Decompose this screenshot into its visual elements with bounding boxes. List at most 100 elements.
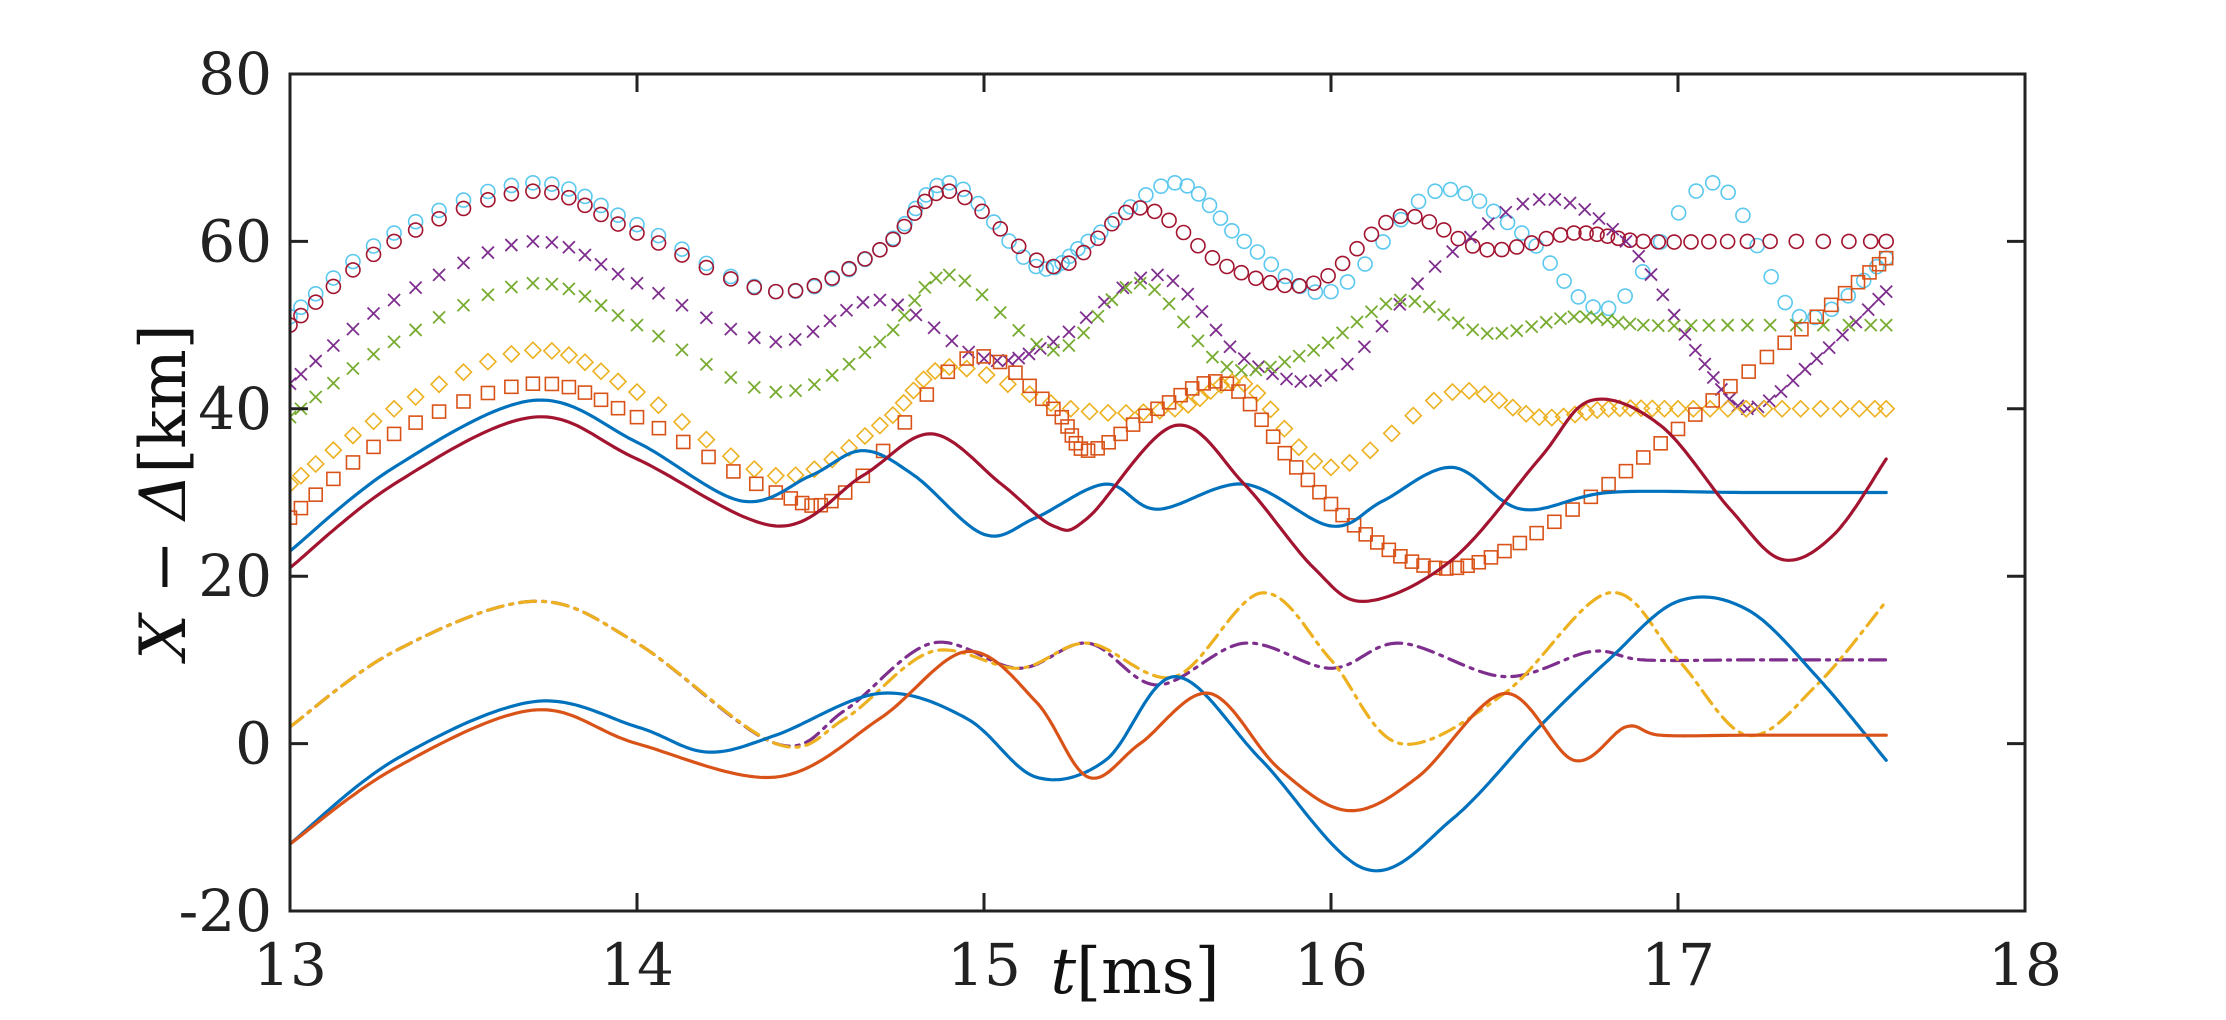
marker-green-crosses <box>1579 310 1593 324</box>
marker-orange-squares <box>748 476 764 492</box>
marker-light-blue-circles <box>544 176 560 192</box>
marker-orange-squares <box>544 376 560 392</box>
marker-yellow-diamonds <box>1150 401 1169 420</box>
marker-light-blue-circles <box>577 188 593 205</box>
marker-orange-squares <box>976 349 992 364</box>
y-tick-label: 20 <box>198 542 272 610</box>
marker-orange-squares <box>504 379 519 395</box>
marker-dark-red-circles <box>1599 228 1616 244</box>
marker-dark-red-circles <box>872 241 888 258</box>
marker-light-blue-circles <box>1339 274 1356 290</box>
plot-frame <box>288 72 2027 913</box>
x-tick-label: 18 <box>1988 931 2062 999</box>
marker-green-crosses <box>958 274 972 288</box>
marker-green-crosses <box>408 323 423 337</box>
marker-yellow-diamonds <box>1443 382 1462 402</box>
marker-light-blue-circles <box>698 255 715 272</box>
marker-dark-red-circles <box>1219 258 1235 275</box>
marker-light-blue-circles <box>1201 197 1218 214</box>
marker-yellow-diamonds <box>1811 399 1830 418</box>
marker-purple-crosses <box>856 295 870 309</box>
marker-green-crosses <box>526 276 540 290</box>
marker-light-blue-circles <box>941 175 958 191</box>
marker-light-blue-circles <box>290 308 298 325</box>
marker-green-crosses <box>1702 318 1716 333</box>
marker-orange-squares <box>1335 507 1350 523</box>
marker-dark-red-circles <box>544 184 560 201</box>
marker-yellow-diamonds <box>1289 438 1309 457</box>
marker-purple-crosses <box>346 322 360 336</box>
marker-green-crosses <box>1740 318 1755 332</box>
marker-purple-crosses <box>387 293 401 307</box>
marker-purple-crosses <box>545 235 559 250</box>
marker-light-blue-circles <box>1080 233 1096 250</box>
marker-yellow-diamonds <box>1041 393 1061 413</box>
marker-orange-squares <box>1404 554 1420 569</box>
marker-purple-crosses <box>1237 351 1251 366</box>
marker-orange-squares <box>293 500 309 516</box>
marker-orange-squares <box>855 468 871 484</box>
marker-yellow-diamonds <box>1361 441 1380 460</box>
marker-orange-squares <box>1184 381 1200 396</box>
marker-purple-crosses <box>945 334 959 348</box>
marker-purple-crosses <box>909 308 923 322</box>
marker-green-crosses <box>1524 320 1539 334</box>
marker-purple-crosses <box>1606 222 1620 236</box>
marker-light-blue-circles <box>1688 183 1704 199</box>
marker-purple-crosses <box>1678 327 1692 341</box>
marker-orange-squares <box>1878 250 1894 266</box>
marker-green-crosses <box>699 357 714 371</box>
marker-purple-crosses <box>873 293 887 307</box>
x-tick-label: 15 <box>947 931 1021 999</box>
marker-purple-crosses <box>891 298 905 312</box>
marker-light-blue-circles <box>970 195 987 212</box>
marker-light-blue-circles <box>1471 193 1488 209</box>
marker-orange-squares <box>1497 543 1512 559</box>
marker-green-crosses <box>918 280 932 294</box>
marker-dark-red-circles <box>1578 225 1594 241</box>
series-orange-solid-lower <box>290 649 1888 846</box>
marker-purple-crosses <box>1592 211 1606 226</box>
marker-light-blue-circles <box>1720 184 1736 201</box>
marker-light-blue-circles <box>1307 284 1324 300</box>
marker-light-blue-circles <box>1763 268 1779 285</box>
x-axis-label: t[ms] <box>1050 935 1219 1009</box>
marker-purple-crosses <box>1393 297 1407 311</box>
series-dark-red-solid-upper <box>290 397 1888 603</box>
marker-purple-crosses <box>456 256 471 270</box>
marker-purple-crosses <box>1357 340 1372 354</box>
marker-purple-crosses <box>769 335 783 349</box>
marker-orange-squares <box>940 364 956 380</box>
marker-orange-squares <box>804 498 819 513</box>
marker-orange-squares <box>1231 384 1246 399</box>
y-tick-label: 60 <box>198 207 272 275</box>
marker-purple-crosses <box>1861 302 1875 317</box>
marker-light-blue-circles <box>629 216 645 233</box>
marker-orange-squares <box>1794 321 1809 337</box>
marker-yellow-diamonds <box>1655 399 1674 418</box>
marker-green-crosses <box>456 298 471 312</box>
marker-light-blue-circles <box>386 225 402 241</box>
marker-dark-red-circles <box>1132 200 1148 216</box>
marker-orange-squares <box>1809 309 1825 325</box>
marker-dark-red-circles <box>577 197 593 214</box>
marker-purple-crosses <box>1656 288 1670 302</box>
marker-purple-crosses <box>1619 234 1633 249</box>
marker-orange-squares <box>1101 434 1116 450</box>
marker-purple-crosses <box>1810 351 1824 366</box>
marker-orange-squares <box>366 439 381 455</box>
marker-dark-red-circles <box>787 282 804 299</box>
marker-purple-crosses <box>1446 245 1460 259</box>
marker-yellow-diamonds <box>1261 400 1280 419</box>
marker-purple-crosses <box>1698 357 1712 371</box>
marker-dark-red-circles <box>1334 255 1351 272</box>
marker-green-crosses <box>1567 310 1581 324</box>
marker-orange-squares <box>1369 535 1385 550</box>
marker-orange-squares <box>1741 364 1756 379</box>
marker-orange-squares <box>1080 443 1096 458</box>
marker-green-crosses <box>769 385 783 399</box>
marker-dark-red-circles <box>1248 270 1264 287</box>
marker-dark-red-circles <box>345 262 361 278</box>
marker-light-blue-circles <box>503 177 520 194</box>
marker-orange-squares <box>1823 297 1839 313</box>
